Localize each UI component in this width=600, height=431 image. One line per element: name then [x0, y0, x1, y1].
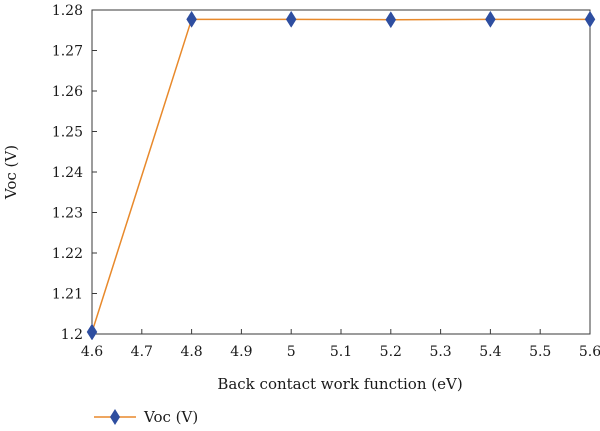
x-axis-title: Back contact work function (eV): [217, 375, 462, 393]
y-tick-label: 1.22: [52, 246, 83, 262]
data-point-diamond: [584, 10, 596, 28]
x-tick-label: 4.9: [230, 344, 252, 360]
y-tick-label: 1.23: [52, 206, 83, 222]
legend: Voc (V): [94, 408, 198, 426]
y-tick-label: 1.27: [52, 44, 83, 60]
x-axis: 4.6 4.7 4.8 4.9 5 5.1 5.2 5.3 5.4 5.5 5.6: [81, 329, 600, 360]
plot-area-border: [91, 9, 591, 335]
x-tick-label: 5: [287, 344, 296, 360]
y-axis-title: Voc (V): [2, 145, 20, 200]
data-point-diamond: [86, 323, 98, 341]
series-layer: [86, 10, 596, 341]
y-tick-label: 1.28: [52, 3, 83, 19]
y-tick-label: 1.24: [52, 165, 83, 181]
x-tick-label: 5.1: [330, 344, 352, 360]
x-tick-label: 5.4: [479, 344, 501, 360]
x-tick-label: 4.8: [180, 344, 202, 360]
x-tick-label: 5.5: [529, 344, 551, 360]
x-tick-label: 5.3: [429, 344, 451, 360]
legend-diamond-marker: [110, 409, 120, 425]
series-line: [91, 18, 590, 333]
y-tick-label: 1.21: [52, 287, 83, 303]
x-tick-label: 4.6: [81, 344, 103, 360]
y-tick-label: 1.26: [52, 84, 83, 100]
data-point-diamond: [385, 11, 397, 29]
y-tick-label: 1.25: [52, 125, 83, 141]
x-tick-label: 4.7: [131, 344, 153, 360]
data-point-diamond: [186, 10, 197, 28]
y-tick-label: 1.2: [61, 327, 83, 343]
legend-label: Voc (V): [143, 408, 198, 426]
x-tick-label: 5.6: [579, 344, 600, 360]
data-point-diamond: [485, 10, 496, 28]
data-point-diamond: [285, 10, 297, 28]
plot-frame: [91, 9, 591, 335]
x-tick-label: 5.2: [380, 344, 402, 360]
y-axis: 1.2 1.21 1.22 1.23 1.24 1.25 1.26 1.27 1.28: [52, 3, 97, 343]
